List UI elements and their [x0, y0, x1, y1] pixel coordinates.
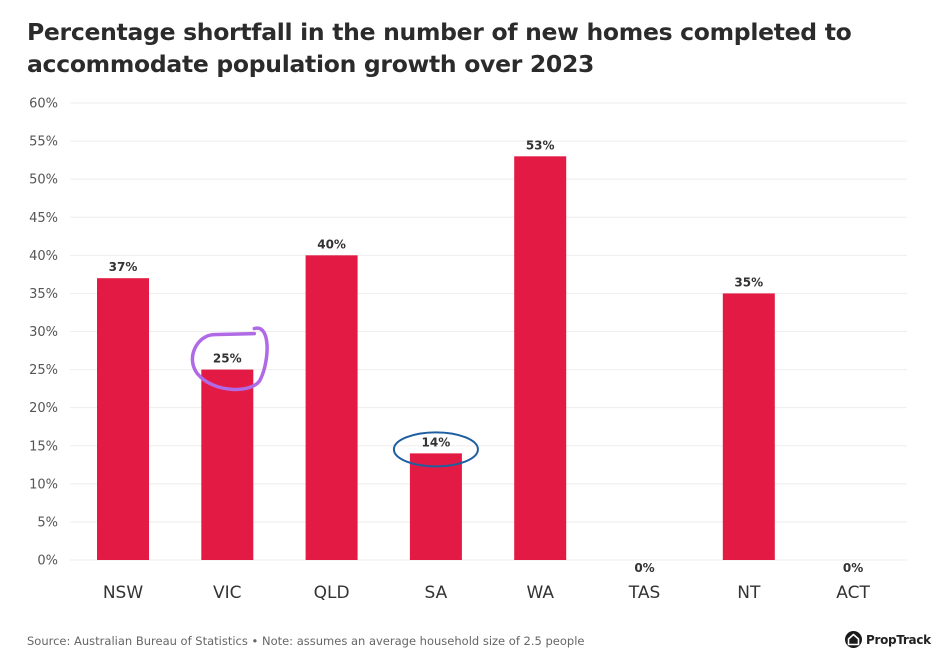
data-label-tas: 0% — [634, 561, 654, 575]
house-icon — [845, 631, 862, 648]
data-label-nsw: 37% — [109, 260, 138, 274]
x-tick-label-wa: WA — [526, 583, 554, 603]
bar-vic — [201, 369, 254, 560]
y-tick-label: 0% — [37, 554, 58, 569]
x-tick-label-act: ACT — [836, 583, 870, 603]
y-tick-label: 30% — [29, 325, 58, 340]
data-label-wa: 53% — [526, 138, 555, 152]
x-tick-label-tas: TAS — [628, 583, 661, 603]
y-tick-label: 55% — [29, 135, 58, 150]
y-tick-label: 40% — [29, 249, 58, 264]
x-tick-label-sa: SA — [425, 583, 448, 603]
brand-name: PropTrack — [866, 632, 931, 647]
y-tick-label: 5% — [37, 515, 58, 530]
chart-title: Percentage shortfall in the number of ne… — [27, 18, 852, 78]
annotation-ellipse-sa — [392, 431, 479, 468]
x-tick-label-qld: QLD — [314, 583, 350, 603]
x-axis-ticks: NSW VIC QLD SA WA TAS NT ACT — [103, 583, 871, 603]
y-tick-label: 20% — [29, 401, 58, 416]
bar-nt — [722, 293, 775, 560]
data-labels: 37% 25% 40% 14% 53% 0% 35% 0% — [109, 138, 864, 575]
source-note: Source: Australian Bureau of Statistics … — [27, 634, 585, 648]
data-label-sa: 14% — [422, 435, 451, 449]
y-tick-label: 50% — [29, 173, 58, 188]
y-tick-label: 10% — [29, 477, 58, 492]
annotation-circle-vic — [190, 326, 269, 392]
proptrack-logo: PropTrack — [845, 631, 931, 648]
y-tick-label: 15% — [29, 439, 58, 454]
annotations — [190, 326, 479, 468]
bar-qld — [305, 255, 358, 561]
data-label-act: 0% — [843, 561, 863, 575]
data-label-vic: 25% — [213, 352, 242, 366]
x-tick-label-vic: VIC — [213, 583, 242, 603]
y-tick-label: 25% — [29, 363, 58, 378]
data-label-nt: 35% — [734, 275, 763, 289]
y-tick-label: 45% — [29, 211, 58, 226]
gridlines — [70, 102, 907, 561]
data-label-qld: 40% — [317, 237, 346, 251]
y-axis-ticks: 0% 5% 10% 15% 20% 25% 30% 35% 40% 45% 50% 55% 60% — [29, 97, 58, 569]
bar-nsw — [97, 278, 149, 560]
bars — [97, 156, 775, 561]
y-tick-label: 35% — [29, 287, 58, 302]
bar-sa — [409, 453, 462, 560]
x-tick-label-nsw: NSW — [103, 583, 144, 603]
bar-wa — [514, 156, 567, 561]
x-tick-label-nt: NT — [737, 583, 761, 603]
y-tick-label: 60% — [29, 97, 58, 112]
